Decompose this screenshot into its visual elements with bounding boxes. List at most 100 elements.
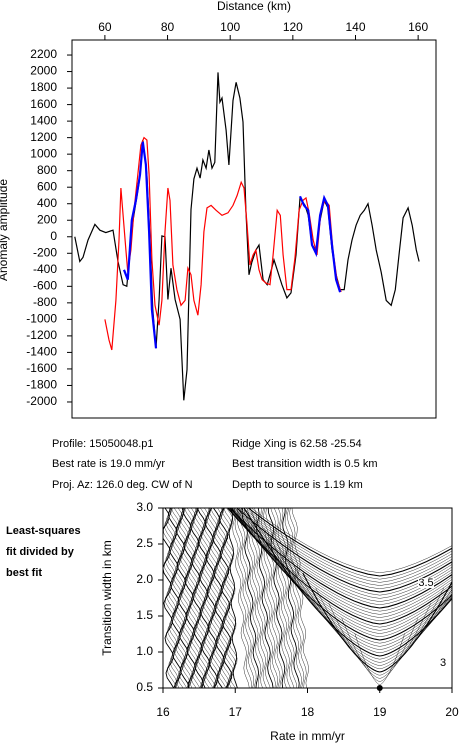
contour-line [226, 508, 452, 625]
plot-frame [71, 39, 437, 419]
contour-line [244, 508, 262, 688]
contour-line [287, 508, 305, 688]
info-text: Depth to source is 1.19 km [232, 479, 363, 491]
caption: best fit [6, 567, 42, 579]
info-text: Profile: 15050048.p1 [52, 438, 154, 450]
y-tick-label: 0 [50, 229, 57, 243]
contour-line [274, 508, 291, 688]
contour-line [239, 508, 257, 688]
y-tick-label: 1000 [30, 146, 57, 160]
contour-line [217, 508, 231, 688]
contour-line [163, 508, 176, 688]
contour-line [228, 508, 238, 688]
data-line [74, 72, 420, 401]
contour-line [246, 508, 264, 688]
contour-label: 3 [440, 657, 446, 669]
y-tick-label: 1400 [30, 113, 57, 127]
contour-line [207, 508, 221, 688]
contour-line [263, 508, 281, 688]
info-text: Ridge Xing is 62.58 -25.54 [232, 438, 362, 450]
contour-line [228, 508, 452, 612]
data-line [122, 141, 342, 349]
contour-line [235, 508, 452, 593]
contour-line [230, 508, 452, 641]
contour-line [187, 508, 201, 688]
contour-line [240, 508, 452, 586]
contour-line [210, 508, 224, 688]
contour-line [190, 508, 204, 688]
contour-line [192, 508, 206, 688]
contour-line [302, 572, 452, 673]
contour-line [215, 508, 229, 688]
x-tick-label: 19 [373, 705, 387, 719]
y-tick-label: -800 [33, 295, 57, 309]
y-tick-label: -600 [33, 278, 57, 292]
contour-line [164, 508, 178, 688]
y-axis-title: Transition width in km [100, 540, 114, 656]
contour-line [232, 508, 452, 644]
label-bg [418, 578, 434, 588]
contour-line [261, 508, 278, 688]
contour-line [250, 508, 267, 688]
contour-line [227, 508, 452, 615]
contour-line [277, 508, 295, 688]
y-tick-label: 1.0 [136, 644, 153, 658]
contour-line [168, 508, 182, 688]
contour-line [163, 508, 175, 688]
contour-line [200, 508, 214, 688]
contour-line [171, 508, 184, 688]
contour-line [234, 508, 452, 647]
y-tick-label: 2200 [30, 47, 57, 61]
contour-line [228, 508, 452, 634]
contour-line [289, 557, 452, 670]
x-tick-label: 120 [283, 20, 303, 34]
y-tick-label: 400 [37, 196, 57, 210]
y-tick-label: 1.5 [136, 608, 153, 622]
contour-line [227, 508, 452, 618]
x-tick-label: 160 [408, 20, 428, 34]
contour-line [194, 508, 208, 688]
x-axis-title: Distance (km) [217, 0, 291, 13]
contour-line [354, 633, 405, 686]
info-text: Best rate is 19.0 mm/yr [52, 458, 165, 470]
y-tick-label: -200 [33, 245, 57, 259]
contour-line [234, 508, 452, 596]
contour-line [315, 588, 444, 676]
contour-line [255, 508, 274, 688]
contour-line [196, 508, 211, 688]
contour-line [231, 508, 452, 602]
x-tick-label: 20 [445, 705, 459, 719]
y-tick-label: 800 [37, 163, 57, 177]
contour-line [177, 508, 191, 688]
contour-line [179, 508, 193, 688]
contour-line [202, 508, 216, 688]
y-tick-label: 0.5 [136, 680, 153, 694]
y-tick-label: 1800 [30, 80, 57, 94]
contour-line [227, 508, 452, 622]
info-text: Proj. Az: 126.0 deg. CW of N [52, 479, 193, 491]
x-tick-label: 100 [220, 20, 240, 34]
contour-line [203, 508, 217, 688]
x-tick-label: 140 [345, 20, 365, 34]
info-text: Best transition width is 0.5 km [232, 458, 378, 470]
contour-line [204, 508, 218, 688]
caption: fit divided by [6, 546, 75, 558]
contour-line [242, 508, 452, 583]
best-fit-point [376, 685, 383, 691]
contour-line [184, 508, 198, 688]
y-tick-label: -400 [33, 262, 57, 276]
contour-line [245, 508, 452, 580]
contour-line [213, 508, 227, 688]
contours [163, 508, 452, 688]
data-line [104, 136, 342, 351]
x-tick-label: 60 [98, 20, 112, 34]
label-bg [438, 658, 448, 668]
contour-line [232, 508, 250, 688]
contour-line [228, 508, 452, 631]
contour-line [289, 508, 307, 688]
contour-line [237, 508, 255, 688]
y-tick-label: 1200 [30, 130, 57, 144]
contour-label: 3.5 [418, 577, 433, 589]
y-tick-label: -1400 [26, 345, 57, 359]
